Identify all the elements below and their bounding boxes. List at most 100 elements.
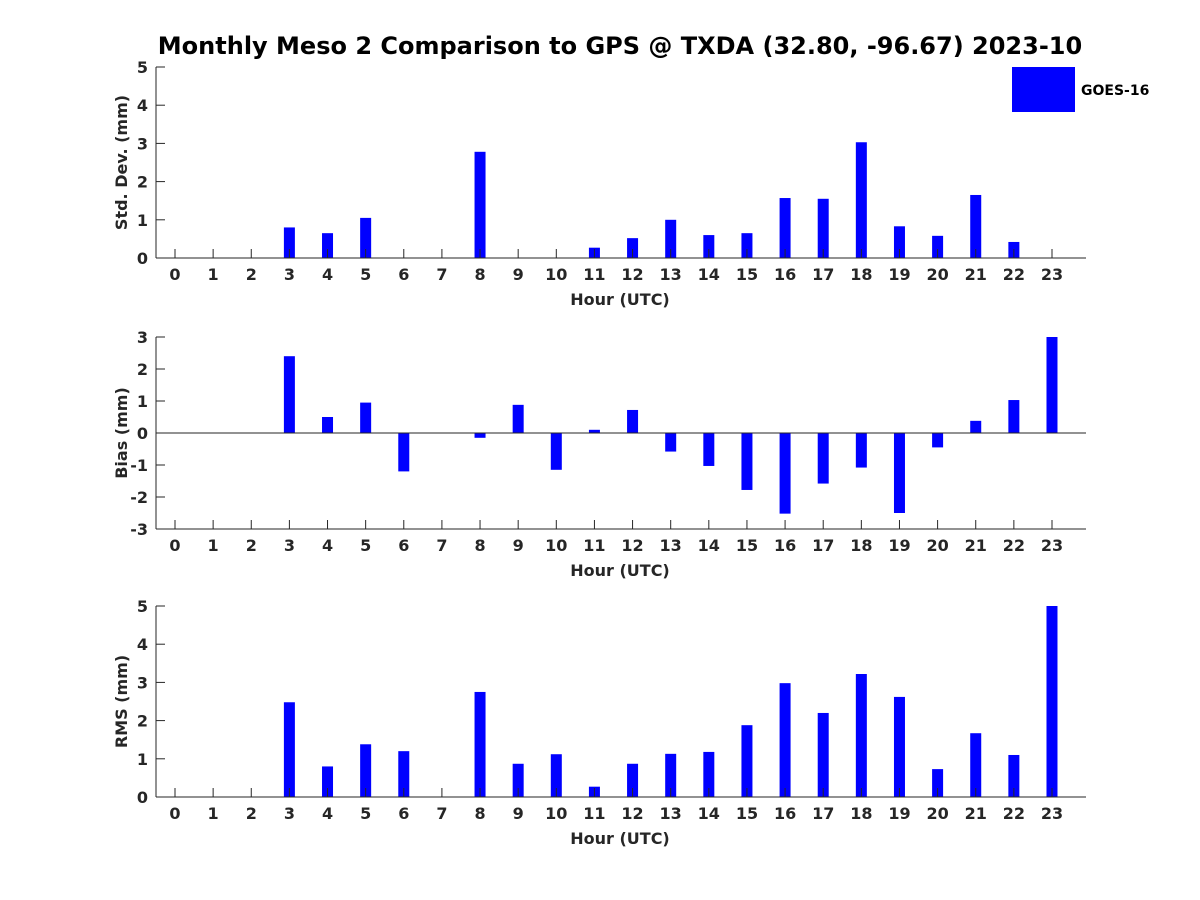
x-tick-label: 2 bbox=[246, 265, 257, 284]
bar-hour-10 bbox=[550, 433, 562, 470]
y-tick-label: 0 bbox=[137, 788, 148, 807]
x-tick-label: 23 bbox=[1041, 536, 1063, 555]
bar-hour-16 bbox=[779, 683, 791, 797]
y-tick-label: 3 bbox=[137, 134, 148, 153]
y-tick-label: -2 bbox=[130, 488, 148, 507]
y-tick-label: 2 bbox=[137, 173, 148, 192]
x-tick-label: 20 bbox=[926, 265, 948, 284]
x-axis-label: Hour (UTC) bbox=[570, 290, 670, 309]
bar-hour-18 bbox=[855, 674, 867, 797]
x-tick-label: 10 bbox=[545, 536, 567, 555]
x-tick-label: 6 bbox=[398, 265, 409, 284]
x-tick-label: 12 bbox=[621, 804, 643, 823]
y-tick-label: -3 bbox=[130, 520, 148, 539]
bar-hour-18 bbox=[855, 433, 867, 468]
y-tick-label: 1 bbox=[137, 211, 148, 230]
bar-hour-3 bbox=[283, 227, 295, 258]
x-axis-label: Hour (UTC) bbox=[570, 561, 670, 580]
bar-hour-19 bbox=[893, 433, 905, 513]
x-tick-label: 11 bbox=[583, 804, 605, 823]
y-tick-label: -1 bbox=[130, 456, 148, 475]
bar-hour-23 bbox=[1046, 606, 1058, 797]
bar-hour-13 bbox=[665, 753, 677, 797]
x-tick-label: 8 bbox=[474, 536, 485, 555]
bar-hour-10 bbox=[550, 754, 562, 797]
bar-hour-12 bbox=[627, 238, 639, 258]
x-tick-label: 17 bbox=[812, 804, 834, 823]
x-tick-label: 7 bbox=[436, 536, 447, 555]
bar-hour-3 bbox=[283, 356, 295, 433]
bar-hour-9 bbox=[512, 404, 524, 433]
y-tick-label: 2 bbox=[137, 360, 148, 379]
y-tick-label: 0 bbox=[137, 424, 148, 443]
legend: GOES-16 bbox=[1012, 67, 1149, 112]
x-tick-label: 18 bbox=[850, 536, 872, 555]
bar-hour-8 bbox=[474, 691, 486, 797]
x-tick-label: 15 bbox=[736, 536, 758, 555]
x-tick-label: 12 bbox=[621, 536, 643, 555]
x-tick-label: 5 bbox=[360, 265, 371, 284]
legend-swatch bbox=[1012, 67, 1075, 112]
bar-hour-4 bbox=[322, 233, 334, 258]
x-tick-label: 14 bbox=[698, 265, 720, 284]
x-tick-label: 6 bbox=[398, 804, 409, 823]
y-tick-label: 3 bbox=[137, 673, 148, 692]
y-tick-label: 2 bbox=[137, 712, 148, 731]
x-tick-label: 17 bbox=[812, 265, 834, 284]
x-tick-label: 1 bbox=[208, 265, 219, 284]
bar-hour-13 bbox=[665, 219, 677, 258]
bar-hour-20 bbox=[932, 235, 944, 258]
x-tick-label: 16 bbox=[774, 804, 796, 823]
bar-hour-14 bbox=[703, 433, 715, 466]
bar-hour-5 bbox=[360, 217, 372, 258]
bar-hour-21 bbox=[970, 733, 982, 797]
x-tick-label: 8 bbox=[474, 265, 485, 284]
x-tick-label: 4 bbox=[322, 265, 333, 284]
bar-hour-23 bbox=[1046, 337, 1058, 433]
x-tick-label: 13 bbox=[660, 804, 682, 823]
legend-label: GOES-16 bbox=[1081, 83, 1149, 99]
x-tick-label: 5 bbox=[360, 536, 371, 555]
x-tick-label: 2 bbox=[246, 536, 257, 555]
chart-title: Monthly Meso 2 Comparison to GPS @ TXDA … bbox=[158, 32, 1082, 60]
bar-hour-16 bbox=[779, 198, 791, 258]
x-tick-label: 13 bbox=[660, 265, 682, 284]
x-tick-label: 10 bbox=[545, 804, 567, 823]
bar-hour-15 bbox=[741, 725, 753, 797]
x-tick-label: 16 bbox=[774, 536, 796, 555]
bar-hour-4 bbox=[322, 766, 334, 797]
x-tick-label: 1 bbox=[208, 804, 219, 823]
y-tick-label: 3 bbox=[137, 328, 148, 347]
x-tick-label: 15 bbox=[736, 804, 758, 823]
bar-hour-18 bbox=[855, 142, 867, 258]
x-axis-label: Hour (UTC) bbox=[570, 829, 670, 848]
x-tick-label: 14 bbox=[698, 536, 720, 555]
x-tick-label: 20 bbox=[926, 536, 948, 555]
bar-hour-5 bbox=[360, 744, 372, 797]
x-tick-label: 17 bbox=[812, 536, 834, 555]
x-tick-label: 16 bbox=[774, 265, 796, 284]
x-tick-label: 4 bbox=[322, 536, 333, 555]
x-tick-label: 9 bbox=[513, 265, 524, 284]
x-tick-label: 21 bbox=[965, 265, 987, 284]
x-tick-label: 2 bbox=[246, 804, 257, 823]
x-tick-label: 3 bbox=[284, 265, 295, 284]
bar-hour-14 bbox=[703, 751, 715, 797]
x-tick-label: 7 bbox=[436, 265, 447, 284]
x-tick-label: 23 bbox=[1041, 265, 1063, 284]
x-tick-label: 3 bbox=[284, 536, 295, 555]
bar-hour-13 bbox=[665, 433, 677, 452]
x-tick-label: 13 bbox=[660, 536, 682, 555]
x-tick-label: 9 bbox=[513, 536, 524, 555]
bar-hour-8 bbox=[474, 151, 486, 258]
x-tick-label: 11 bbox=[583, 265, 605, 284]
x-tick-label: 1 bbox=[208, 536, 219, 555]
y-tick-label: 4 bbox=[137, 635, 148, 654]
bar-hour-15 bbox=[741, 433, 753, 490]
x-tick-label: 20 bbox=[926, 804, 948, 823]
bar-hour-12 bbox=[627, 409, 639, 433]
x-tick-label: 3 bbox=[284, 804, 295, 823]
y-tick-label: 1 bbox=[137, 750, 148, 769]
